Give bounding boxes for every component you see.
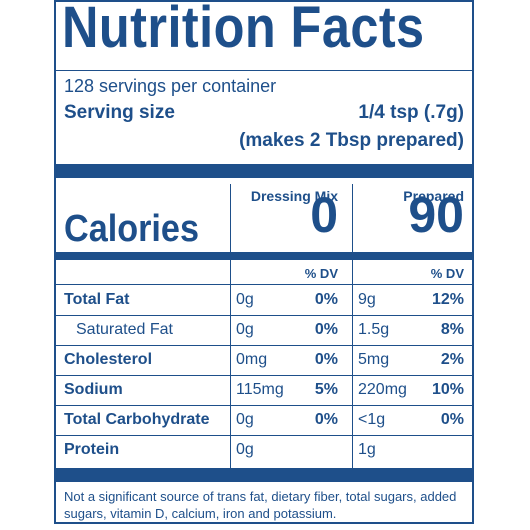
nutrient-label: Saturated Fat (76, 321, 173, 338)
row-divider (56, 375, 472, 376)
thin-top-rule (56, 70, 472, 71)
mix-dv: 5% (314, 381, 338, 398)
row-divider (56, 345, 472, 346)
thick-rule-bottom (56, 468, 472, 482)
nutrient-label: Total Carbohydrate (64, 411, 210, 428)
nutrient-label: Sodium (64, 381, 123, 398)
mix-dv: 0% (314, 291, 338, 308)
prepared-dv: 2% (440, 351, 464, 368)
prepared-amount: 5mg (358, 351, 390, 368)
prepared-dv-heading: % DV (430, 266, 464, 281)
mix-dv: 0% (314, 351, 338, 368)
prepared-dv: 8% (440, 321, 464, 338)
row-divider (56, 315, 472, 316)
footnote: Not a significant source of trans fat, d… (64, 489, 457, 521)
prepared-heading: Prepared (403, 188, 464, 204)
prepared-amount: 9g (358, 291, 376, 308)
mix-amount: 0mg (236, 351, 268, 368)
column-divider-right (352, 184, 353, 470)
prepared-amount: <1g (358, 411, 386, 428)
mix-dv: 0% (314, 411, 338, 428)
nutrient-label: Total Fat (64, 291, 130, 308)
prepared-dv: 0% (440, 411, 464, 428)
prepared-amount: 1.5g (358, 321, 390, 338)
nutrient-label: Protein (64, 441, 120, 458)
servings-per-container: 128 servings per container (64, 76, 277, 96)
mix-amount: 0g (236, 321, 254, 338)
prepared-dv: 10% (431, 381, 464, 398)
thick-rule-top (56, 164, 472, 178)
label-title: Nutrition Facts (62, 0, 425, 60)
serving-size-label: Serving size (64, 102, 175, 123)
prepared-dv: 12% (431, 291, 464, 308)
mix-amount: 0g (236, 441, 254, 458)
prepared-amount: 1g (358, 441, 376, 458)
mix-amount: 115mg (236, 381, 284, 398)
dv-rule (56, 284, 472, 285)
mix-amount: 0g (236, 291, 254, 308)
dressing-mix-heading: Dressing Mix (250, 188, 338, 204)
nutrient-label: Cholesterol (64, 351, 153, 368)
calories-rule (56, 252, 472, 260)
mix-amount: 0g (236, 411, 254, 428)
row-divider (56, 435, 472, 436)
column-divider-left (230, 184, 231, 470)
mix-dv-heading: % DV (304, 266, 338, 281)
prepared-amount: 220mg (358, 381, 407, 398)
nutrition-facts-panel: Nutrition Facts 128 servings per contain… (54, 0, 474, 524)
calories-label: Calories (64, 208, 199, 250)
calories-mix-value: 0 (310, 187, 338, 243)
serving-size-amount: 1/4 tsp (.7g) (358, 102, 464, 123)
calories-prepared-value: 90 (408, 187, 464, 243)
mix-dv: 0% (314, 321, 338, 338)
row-divider (56, 405, 472, 406)
serving-size-note: (makes 2 Tbsp prepared) (239, 130, 464, 151)
